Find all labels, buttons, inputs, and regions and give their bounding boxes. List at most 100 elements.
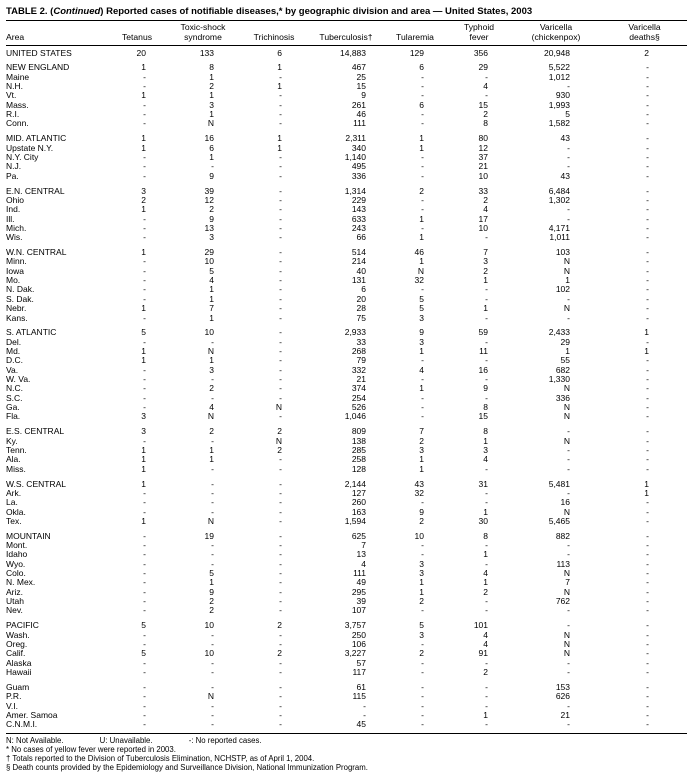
value-cell-trichinosis: - (279, 692, 282, 702)
value-cell-tetanus: 20 (136, 47, 146, 58)
value-cell-tuberculosis: 107 (351, 606, 366, 616)
value-cell-toxic-shock-syndrome: - (211, 498, 214, 508)
value-cell-trichinosis: - (279, 393, 282, 403)
value-cell-typhoid-fever: 15 (478, 100, 488, 110)
table-row: Tex. 1 N - 1,594 2 30 5,465 - (6, 517, 687, 526)
value-cell-varicella-deaths: - (646, 426, 649, 437)
area-cell: Ark. (6, 488, 22, 498)
footnotes: N: Not Available. U: Unavailable. -: No … (6, 736, 687, 773)
value-cell-toxic-shock-syndrome: - (211, 464, 214, 474)
table-row: Amer. Samoa - - - - - 1 21 - (6, 711, 687, 720)
value-cell-trichinosis: - (279, 347, 282, 357)
value-cell-varicella-chickenpox: 43 (560, 171, 570, 181)
value-cell-tuberculosis: 61 (356, 681, 366, 692)
value-cell-typhoid-fever: 7 (483, 247, 488, 258)
area-cell: Iowa (6, 266, 24, 276)
value-cell-varicella-chickenpox: 20,948 (544, 47, 570, 58)
value-cell-toxic-shock-syndrome: 2 (209, 606, 214, 616)
value-cell-tularemia: 6 (419, 62, 424, 73)
value-cell-tularemia: - (421, 498, 424, 508)
value-cell-tularemia: 5 (419, 620, 424, 631)
value-cell-trichinosis: - (279, 559, 282, 569)
value-cell-toxic-shock-syndrome: 5 (209, 569, 214, 579)
value-cell-tularemia: 5 (419, 294, 424, 304)
value-cell-tuberculosis: 28 (356, 304, 366, 314)
value-cell-trichinosis: - (279, 455, 282, 465)
value-cell-varicella-deaths: - (646, 455, 649, 465)
value-cell-typhoid-fever: 17 (478, 214, 488, 224)
table-row: E.S. CENTRAL 3 2 2 809 7 8 - - (6, 422, 687, 437)
value-cell-tuberculosis: 143 (351, 205, 366, 215)
value-cell-tuberculosis: 295 (351, 587, 366, 597)
value-cell-tuberculosis: 3,757 (344, 620, 366, 631)
table-row: R.I. - 1 - 46 - 2 5 - (6, 110, 687, 119)
value-cell-varicella-chickenpox: N (563, 569, 570, 579)
value-cell-tuberculosis: 250 (351, 630, 366, 640)
value-cell-typhoid-fever: 37 (478, 153, 488, 163)
value-cell-tuberculosis: 45 (356, 720, 366, 730)
value-cell-trichinosis: - (279, 171, 282, 181)
table-row: N.C. - 2 - 374 1 9 N - (6, 384, 687, 393)
value-cell-varicella-chickenpox: - (567, 720, 570, 730)
value-cell-tularemia: - (421, 119, 424, 129)
value-cell-tularemia: 5 (419, 304, 424, 314)
value-cell-toxic-shock-syndrome: 10 (204, 649, 214, 659)
value-cell-typhoid-fever: 2 (483, 668, 488, 678)
value-cell-trichinosis: - (279, 597, 282, 607)
value-cell-tularemia: 1 (419, 578, 424, 588)
value-cell-trichinosis: - (279, 356, 282, 366)
table-row: S. ATLANTIC 5 10 - 2,933 9 59 2,433 1 (6, 323, 687, 338)
value-cell-varicella-chickenpox: 5,522 (548, 62, 570, 73)
column-header-trichinosis: Trichinosis (238, 20, 310, 46)
value-cell-varicella-chickenpox: N (563, 507, 570, 517)
table-row: Ark. - - - 127 32 - - 1 (6, 489, 687, 498)
value-cell-tetanus: - (143, 337, 146, 347)
value-cell-toxic-shock-syndrome: 7 (209, 304, 214, 314)
area-cell: Alaska (6, 658, 32, 668)
value-cell-trichinosis: - (279, 516, 282, 526)
table-row: Ga. - 4 N 526 - 8 N - (6, 403, 687, 412)
table-row: Oreg. - - - 106 - 4 N - (6, 640, 687, 649)
value-cell-varicella-chickenpox: 16 (560, 498, 570, 508)
value-cell-typhoid-fever: 59 (478, 327, 488, 338)
value-cell-toxic-shock-syndrome: - (211, 393, 214, 403)
value-cell-toxic-shock-syndrome: - (211, 550, 214, 560)
value-cell-toxic-shock-syndrome: - (211, 507, 214, 517)
value-cell-tetanus: - (143, 171, 146, 181)
value-cell-toxic-shock-syndrome: 1 (209, 445, 214, 455)
value-cell-toxic-shock-syndrome: N (207, 119, 214, 129)
value-cell-tularemia: - (421, 720, 424, 730)
value-cell-tetanus: - (143, 365, 146, 375)
value-cell-varicella-chickenpox: 6,484 (548, 185, 570, 196)
value-cell-typhoid-fever: 1 (483, 276, 488, 286)
value-cell-toxic-shock-syndrome: - (211, 559, 214, 569)
value-cell-trichinosis: - (279, 276, 282, 286)
value-cell-typhoid-fever: - (485, 606, 488, 616)
table-row: Ky. - - N 138 2 1 N - (6, 437, 687, 446)
value-cell-typhoid-fever: - (485, 720, 488, 730)
value-cell-toxic-shock-syndrome: N (207, 516, 214, 526)
area-cell: Idaho (6, 550, 28, 560)
value-cell-toxic-shock-syndrome: 5 (209, 266, 214, 276)
area-cell: Mo. (6, 276, 21, 286)
value-cell-tuberculosis: 66 (356, 233, 366, 243)
value-cell-tuberculosis: 128 (351, 464, 366, 474)
value-cell-varicella-deaths: - (646, 640, 649, 650)
value-cell-varicella-deaths: 1 (644, 488, 649, 498)
value-cell-varicella-deaths: - (646, 498, 649, 508)
value-cell-toxic-shock-syndrome: 10 (204, 327, 214, 338)
value-cell-tuberculosis: 39 (356, 597, 366, 607)
value-cell-toxic-shock-syndrome: - (211, 541, 214, 551)
value-cell-varicella-chickenpox: 7 (565, 578, 570, 588)
value-cell-trichinosis: 2 (277, 649, 282, 659)
area-cell: Ala. (6, 455, 21, 465)
value-cell-tetanus: 1 (141, 91, 146, 101)
value-cell-tetanus: - (143, 266, 146, 276)
value-cell-tularemia: 2 (419, 649, 424, 659)
value-cell-toxic-shock-syndrome: 12 (204, 195, 214, 205)
value-cell-tularemia: - (421, 710, 424, 720)
value-cell-tularemia: - (421, 658, 424, 668)
value-cell-tetanus: - (143, 162, 146, 172)
value-cell-tularemia: - (421, 701, 424, 711)
value-cell-varicella-chickenpox: N (563, 257, 570, 267)
